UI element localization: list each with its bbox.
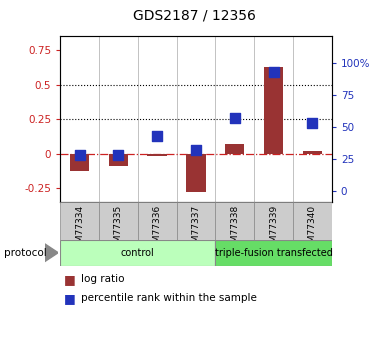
Bar bbox=[186, 154, 206, 192]
Bar bbox=[60, 240, 215, 266]
Text: GSM77339: GSM77339 bbox=[269, 205, 278, 254]
Text: GDS2187 / 12356: GDS2187 / 12356 bbox=[133, 9, 255, 23]
Polygon shape bbox=[45, 244, 58, 262]
Text: GSM77334: GSM77334 bbox=[75, 205, 84, 254]
Bar bbox=[99, 202, 138, 240]
Point bbox=[115, 152, 121, 158]
Text: ■: ■ bbox=[64, 273, 76, 286]
Bar bbox=[109, 154, 128, 166]
Bar bbox=[215, 240, 332, 266]
Bar bbox=[303, 151, 322, 154]
Bar bbox=[177, 202, 215, 240]
Text: percentile rank within the sample: percentile rank within the sample bbox=[81, 294, 257, 303]
Point bbox=[270, 69, 277, 75]
Point bbox=[154, 133, 160, 139]
Point bbox=[76, 152, 83, 158]
Text: GSM77337: GSM77337 bbox=[191, 205, 201, 254]
Bar bbox=[293, 202, 332, 240]
Text: GSM77338: GSM77338 bbox=[230, 205, 239, 254]
Point bbox=[309, 120, 315, 126]
Text: triple-fusion transfected: triple-fusion transfected bbox=[215, 248, 333, 258]
Bar bbox=[225, 144, 244, 154]
Text: GSM77336: GSM77336 bbox=[152, 205, 162, 254]
Text: ■: ■ bbox=[64, 292, 76, 305]
Text: control: control bbox=[121, 248, 154, 258]
Text: log ratio: log ratio bbox=[81, 275, 125, 284]
Text: protocol: protocol bbox=[4, 248, 47, 258]
Text: GSM77335: GSM77335 bbox=[114, 205, 123, 254]
Point bbox=[232, 115, 238, 121]
Bar bbox=[264, 67, 283, 154]
Bar bbox=[254, 202, 293, 240]
Text: GSM77340: GSM77340 bbox=[308, 205, 317, 254]
Bar bbox=[60, 202, 99, 240]
Bar bbox=[70, 154, 89, 171]
Point bbox=[193, 147, 199, 153]
Bar bbox=[138, 202, 177, 240]
Bar bbox=[147, 154, 167, 156]
Bar bbox=[215, 202, 254, 240]
